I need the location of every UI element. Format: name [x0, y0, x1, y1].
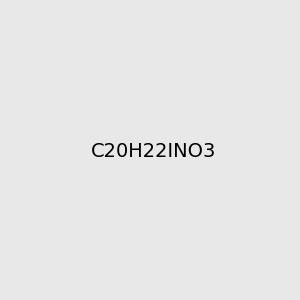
Text: C20H22INO3: C20H22INO3 [91, 142, 216, 161]
